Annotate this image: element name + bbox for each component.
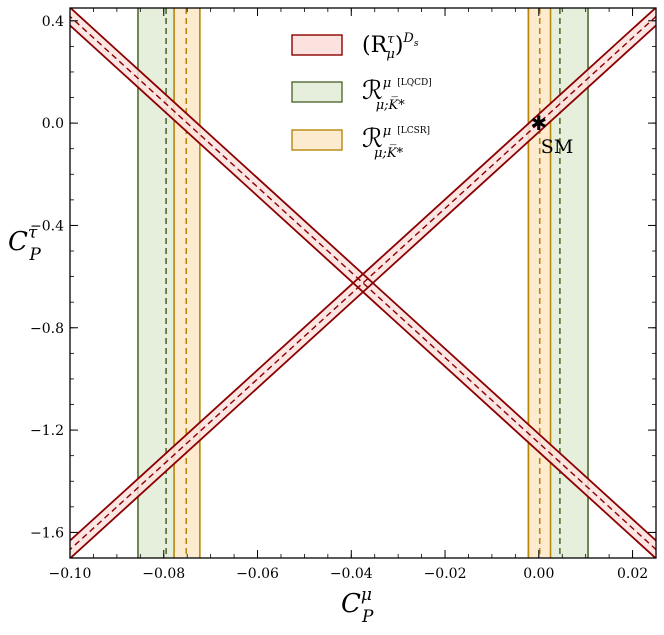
legend-label-0: (Rτ μ)Ds: [362, 31, 419, 62]
y-tick-label: 0.4: [42, 14, 64, 30]
legend-swatch-2: [291, 129, 343, 151]
plot-frame: [69, 7, 657, 559]
y-tick-label: −0.8: [30, 321, 64, 337]
x-tick-label: 0.02: [617, 566, 648, 582]
y-tick-label: −1.2: [30, 423, 64, 439]
x-tick-label: −0.04: [330, 566, 373, 582]
legend: (Rτ μ)Ds ℛμ [LQCD] μ;K̅* ℛμ [LCSR] μ;K̅*: [291, 31, 432, 161]
y-axis-label: Cτ P: [8, 223, 41, 265]
x-axis-label: Cμ P: [341, 585, 374, 627]
x-tick-label: −0.02: [424, 566, 467, 582]
legend-swatch-1: [291, 81, 343, 103]
axes: −0.10 −0.08 −0.06 −0.04 −0.02 0.00 0.02 0.4 0.0 −…: [8, 7, 657, 627]
x-tick-label: −0.06: [236, 566, 279, 582]
y-tick-label: −1.6: [30, 525, 64, 541]
rds-band-edge-lo-1: [70, 24, 656, 558]
x-tick-label: 0.00: [523, 566, 554, 582]
rds-band-center-1: [70, 15, 656, 551]
rds-band-edge-hi-1: [70, 8, 656, 542]
y-tick-label: −0.4: [30, 218, 64, 234]
sm-marker: ✱: [530, 111, 547, 135]
y-tick-label: 0.0: [42, 116, 64, 132]
legend-swatch-0: [291, 34, 343, 56]
legend-label-1: ℛμ [LQCD] μ;K̅*: [362, 76, 432, 113]
rds-band-fill-1: [70, 8, 656, 558]
x-tick-label: −0.08: [142, 566, 185, 582]
legend-label-2: ℛμ [LCSR] μ;K̅*: [362, 124, 430, 161]
plot-area: ✱SM: [70, 8, 656, 558]
x-tick-label: −0.10: [49, 566, 92, 582]
rds-band-center-0: [70, 15, 656, 551]
sm-label: SM: [541, 136, 573, 158]
